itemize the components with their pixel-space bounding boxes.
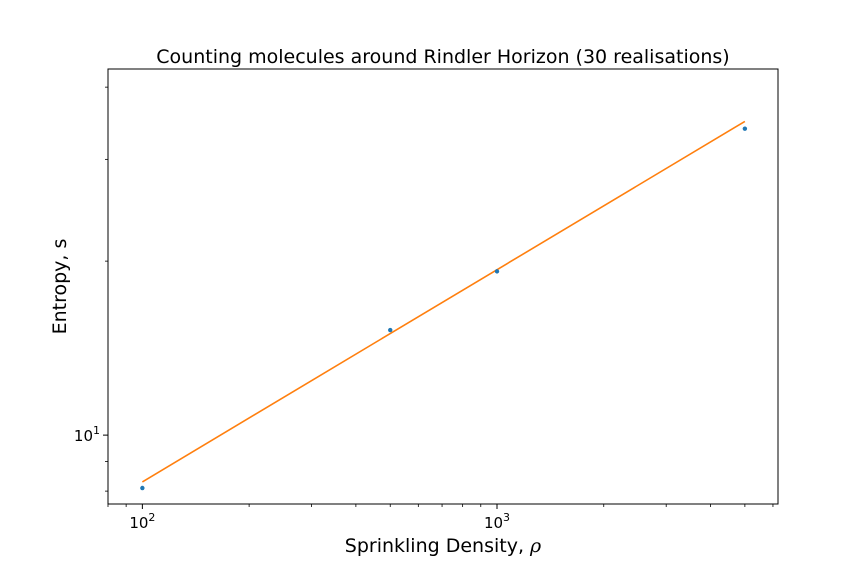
x-axis-label-symbol: ρ bbox=[529, 535, 542, 557]
x-tick-label: 102 bbox=[129, 511, 155, 532]
data-points-layer bbox=[140, 126, 748, 491]
x-axis-label-text: Sprinkling Density, bbox=[345, 535, 530, 557]
chart-title: Counting molecules around Rindler Horizo… bbox=[156, 46, 729, 68]
x-axis-label: Sprinkling Density, ρ bbox=[345, 535, 542, 557]
data-point bbox=[494, 269, 500, 274]
fit-line-layer bbox=[141, 120, 746, 483]
x-tick-label: 103 bbox=[484, 511, 510, 532]
axes-frame bbox=[107, 68, 779, 505]
y-tick-label: 101 bbox=[74, 424, 100, 445]
data-point bbox=[388, 327, 393, 333]
plot-area bbox=[107, 68, 779, 505]
data-point bbox=[742, 126, 748, 131]
data-point bbox=[140, 485, 145, 491]
tick-layer: 102 103 101 bbox=[74, 86, 774, 532]
y-axis-label: Entropy, s bbox=[49, 239, 71, 335]
fit-line bbox=[141, 120, 746, 483]
